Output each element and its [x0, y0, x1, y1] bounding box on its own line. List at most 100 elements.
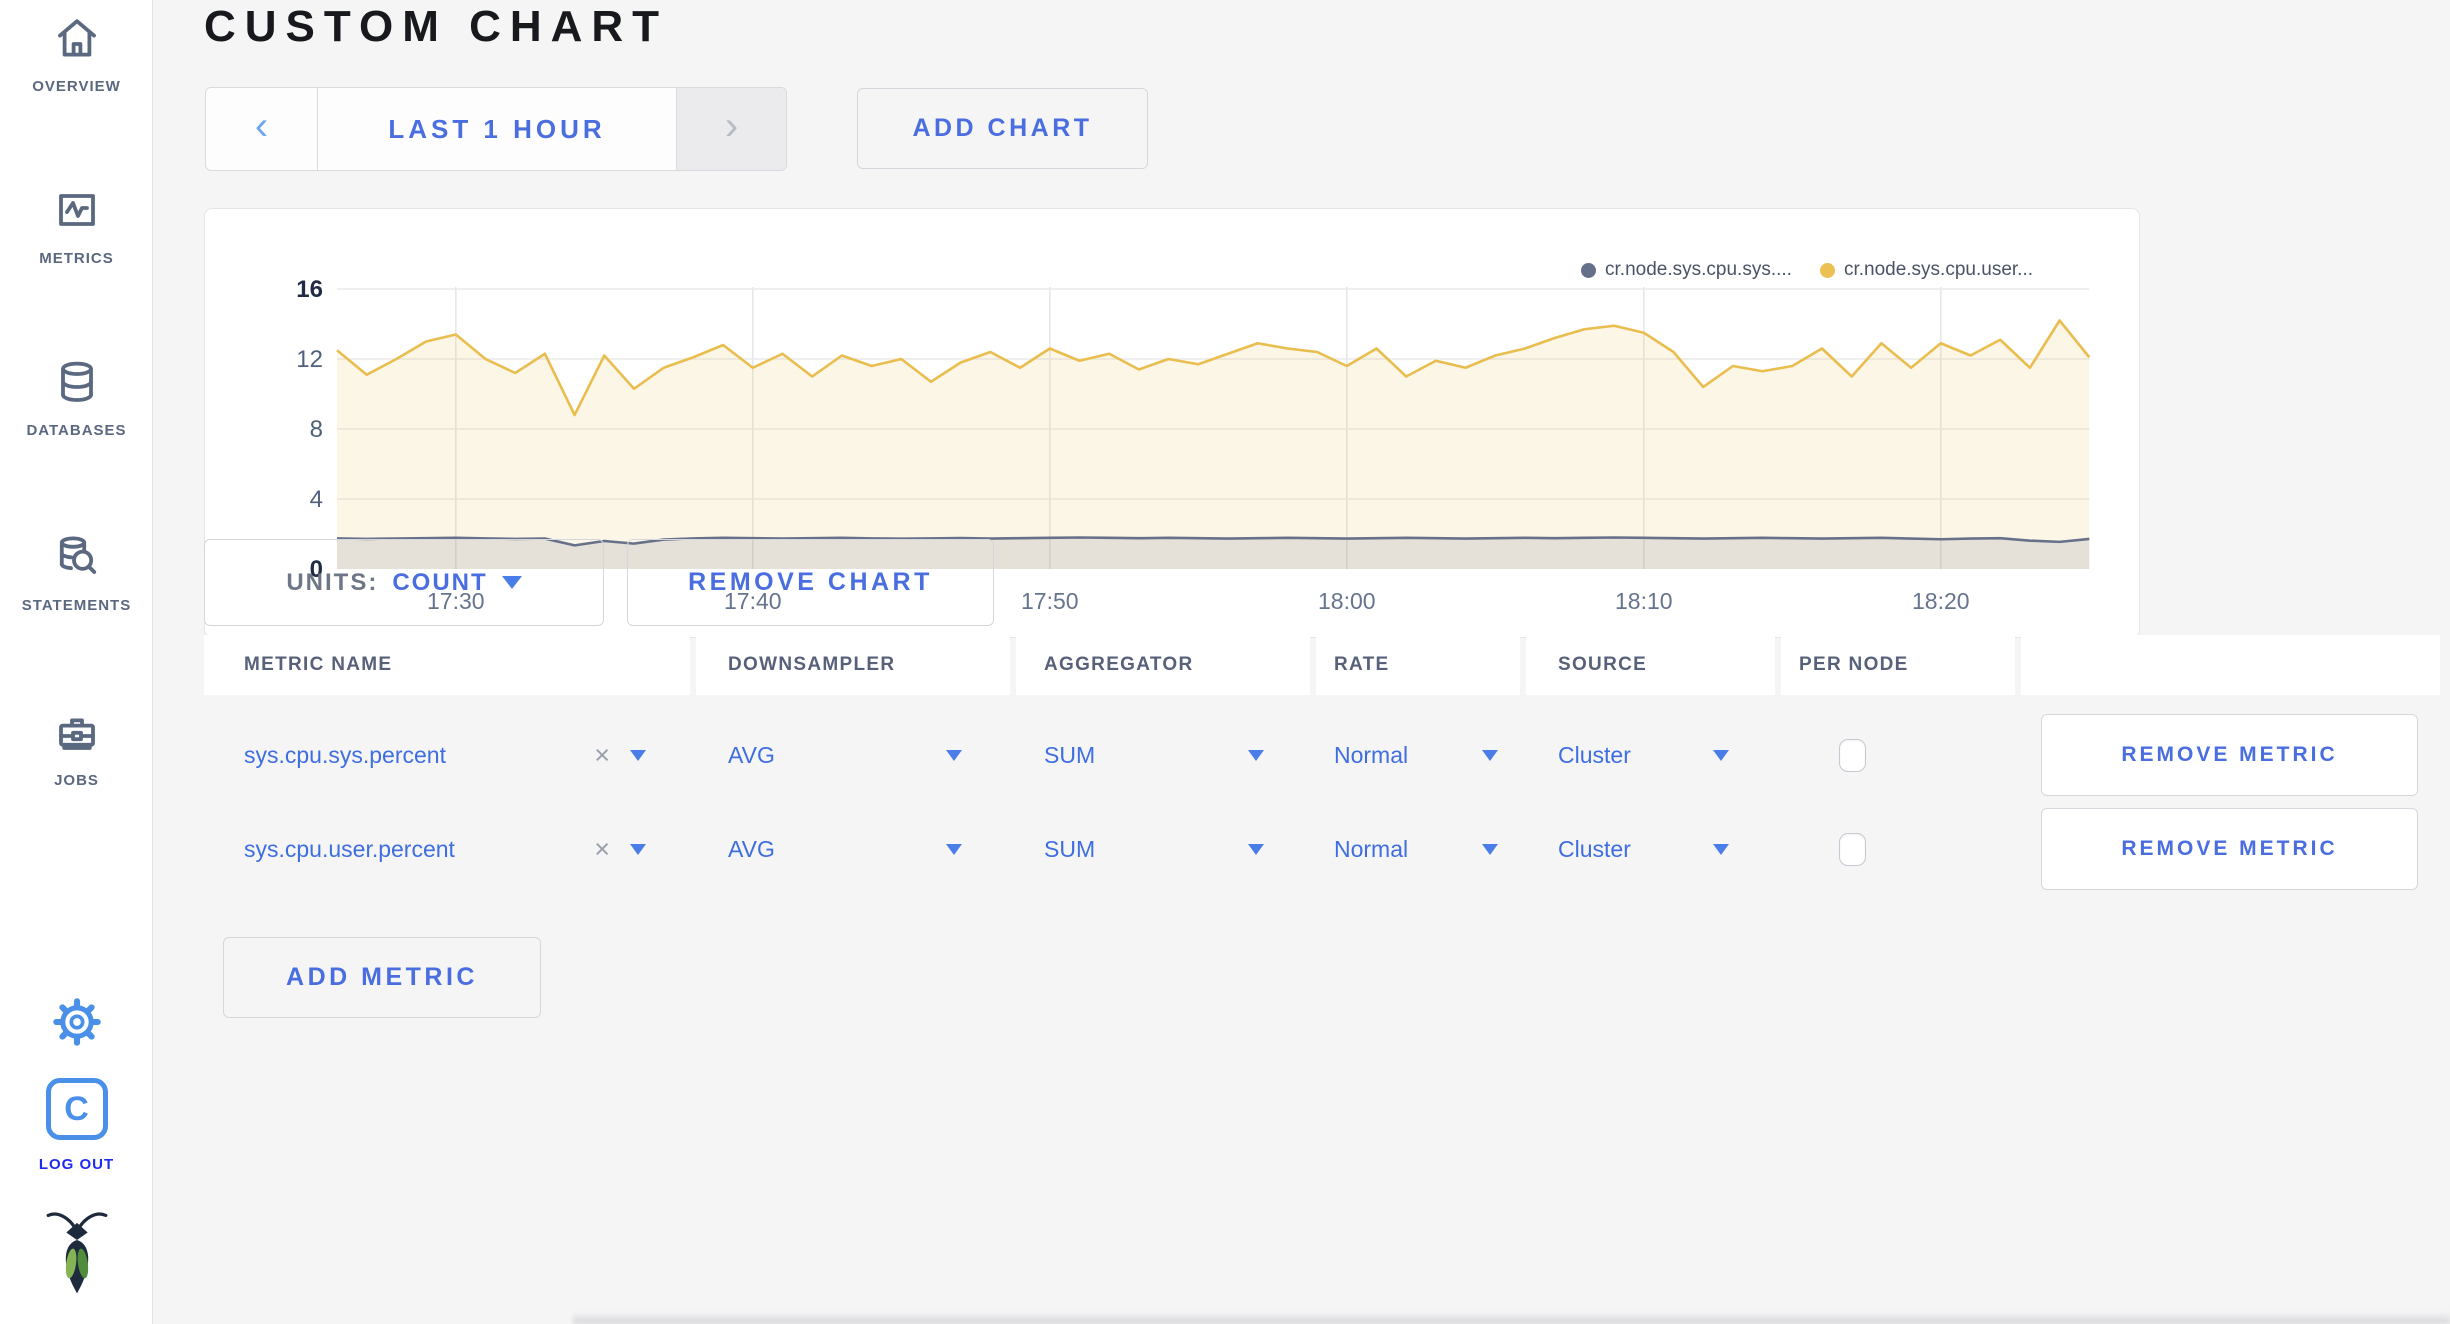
per-node-checkbox[interactable] — [1839, 738, 1866, 772]
chevron-down-icon[interactable] — [630, 749, 646, 761]
bottom-shadow — [573, 1312, 2450, 1324]
sidebar-item-label: DATABASES — [26, 422, 127, 439]
rate-value: Normal — [1334, 835, 1409, 862]
sidebar-item-metrics[interactable]: METRICS — [0, 186, 153, 267]
settings-button[interactable] — [0, 998, 153, 1046]
chevron-down-icon — [1713, 749, 1729, 761]
aggregator-dropdown[interactable]: SUM — [1016, 802, 1310, 896]
downsampler-value: AVG — [728, 835, 775, 862]
svg-text:18:10: 18:10 — [1615, 588, 1673, 614]
metric-name-value[interactable]: sys.cpu.user.percent — [244, 835, 455, 862]
source-dropdown[interactable]: Cluster — [1526, 708, 1775, 802]
column-header-aggregator: AGGREGATOR — [1016, 635, 1310, 695]
time-range-prev-button[interactable]: ‹ — [206, 88, 318, 170]
bug-icon — [46, 1212, 107, 1294]
legend-dot-user — [1819, 262, 1835, 278]
sidebar: OVERVIEW METRICS DATABASES STATEMENTS — [0, 0, 153, 1324]
logout-button[interactable]: C LOG OUT — [0, 1078, 153, 1173]
svg-text:18:20: 18:20 — [1912, 588, 1970, 614]
chevron-down-icon — [501, 576, 522, 589]
cockroach-bug-logo — [0, 1208, 153, 1304]
chevron-down-icon — [1248, 749, 1264, 761]
briefcase-icon — [58, 718, 95, 750]
downsampler-dropdown[interactable]: AVG — [696, 708, 1010, 802]
sidebar-item-overview[interactable]: OVERVIEW — [0, 14, 153, 95]
units-value: COUNT — [392, 568, 488, 596]
downsampler-dropdown[interactable]: AVG — [696, 802, 1010, 896]
svg-text:16: 16 — [296, 276, 323, 303]
logout-label: LOG OUT — [38, 1156, 115, 1173]
svg-text:8: 8 — [310, 416, 323, 443]
svg-text:17:40: 17:40 — [724, 588, 782, 614]
legend-item-user[interactable]: cr.node.sys.cpu.user... — [1819, 259, 2033, 281]
add-chart-button[interactable]: ADD CHART — [857, 88, 1148, 169]
remove-metric-button[interactable]: REMOVE METRIC — [2041, 808, 2418, 890]
svg-text:17:30: 17:30 — [427, 588, 485, 614]
source-value: Cluster — [1558, 835, 1631, 862]
sidebar-item-label: STATEMENTS — [21, 597, 132, 614]
legend-dot-sys — [1581, 262, 1597, 278]
chart-card: cr.node.sys.cpu.sys.... cr.node.sys.cpu.… — [204, 208, 2140, 638]
rate-value: Normal — [1334, 741, 1409, 768]
time-range-label[interactable]: LAST 1 HOUR — [388, 113, 606, 144]
remove-metric-button[interactable]: REMOVE METRIC — [2041, 714, 2418, 796]
rate-dropdown[interactable]: Normal — [1316, 708, 1520, 802]
svg-text:18:00: 18:00 — [1318, 588, 1376, 614]
units-dropdown[interactable]: UNITS: COUNT — [204, 539, 604, 626]
source-value: Cluster — [1558, 741, 1631, 768]
remove-chart-button[interactable]: REMOVE CHART — [627, 539, 994, 626]
time-range-next-button[interactable]: › — [676, 88, 786, 170]
chevron-down-icon — [1482, 843, 1498, 855]
column-header-source: SOURCE — [1526, 635, 1775, 695]
chevron-down-icon — [946, 749, 962, 761]
home-icon — [57, 19, 96, 57]
sidebar-item-label: OVERVIEW — [32, 78, 121, 95]
time-range-selector: ‹ LAST 1 HOUR › — [205, 87, 787, 171]
sidebar-item-label: METRICS — [39, 250, 114, 267]
clear-metric-icon[interactable]: × — [594, 833, 610, 864]
timeseries-chart: 0 4 8 12 16 17:30 17:40 17:50 18:00 18:10 18:20 — [296, 276, 2091, 614]
chevron-down-icon — [1713, 843, 1729, 855]
sidebar-item-databases[interactable]: DATABASES — [0, 358, 153, 439]
chevron-down-icon[interactable] — [630, 843, 646, 855]
svg-text:4: 4 — [310, 486, 323, 513]
add-metric-button[interactable]: ADD METRIC — [223, 937, 541, 1018]
chart-legend: cr.node.sys.cpu.sys.... cr.node.sys.cpu.… — [1581, 259, 2033, 281]
sidebar-item-statements[interactable]: STATEMENTS — [0, 533, 153, 614]
cockroach-c-logo: C — [45, 1078, 108, 1140]
sidebar-item-label: JOBS — [54, 772, 99, 789]
statements-icon — [59, 536, 96, 574]
aggregator-value: SUM — [1044, 835, 1096, 862]
column-header-actions — [2021, 635, 2440, 695]
sidebar-item-jobs[interactable]: JOBS — [0, 708, 153, 789]
metric-name-value[interactable]: sys.cpu.sys.percent — [244, 741, 446, 768]
units-label: UNITS: — [286, 568, 379, 596]
per-node-checkbox[interactable] — [1839, 832, 1866, 866]
legend-item-sys[interactable]: cr.node.sys.cpu.sys.... — [1581, 259, 1792, 281]
legend-label: cr.node.sys.cpu.user... — [1843, 259, 2033, 280]
column-header-metric-name: METRIC NAME — [204, 635, 690, 695]
chevron-down-icon — [1482, 749, 1498, 761]
chevron-down-icon — [1248, 843, 1264, 855]
metrics-table: METRIC NAME DOWNSAMPLER AGGREGATOR RATE … — [204, 635, 2440, 896]
svg-text:17:50: 17:50 — [1021, 588, 1079, 614]
legend-label: cr.node.sys.cpu.sys.... — [1605, 259, 1792, 280]
downsampler-value: AVG — [728, 741, 775, 768]
metrics-table-header: METRIC NAME DOWNSAMPLER AGGREGATOR RATE … — [204, 635, 2440, 695]
svg-text:12: 12 — [296, 346, 323, 373]
gear-icon — [52, 998, 101, 1046]
aggregator-value: SUM — [1044, 741, 1096, 768]
clear-metric-icon[interactable]: × — [594, 739, 610, 770]
column-header-downsampler: DOWNSAMPLER — [696, 635, 1010, 695]
rate-dropdown[interactable]: Normal — [1316, 802, 1520, 896]
chevron-down-icon — [946, 843, 962, 855]
aggregator-dropdown[interactable]: SUM — [1016, 708, 1310, 802]
table-row: sys.cpu.sys.percent × AVG SUM Normal Clu… — [204, 708, 2440, 802]
chevron-right-icon: › — [724, 104, 739, 148]
source-dropdown[interactable]: Cluster — [1526, 802, 1775, 896]
metrics-icon — [58, 194, 95, 226]
main-content: CUSTOM CHART ‹ LAST 1 HOUR › ADD CHART c… — [153, 0, 2450, 1324]
column-header-rate: RATE — [1316, 635, 1520, 695]
column-header-per-node: PER NODE — [1781, 635, 2015, 695]
table-row: sys.cpu.user.percent × AVG SUM Normal Cl… — [204, 802, 2440, 896]
